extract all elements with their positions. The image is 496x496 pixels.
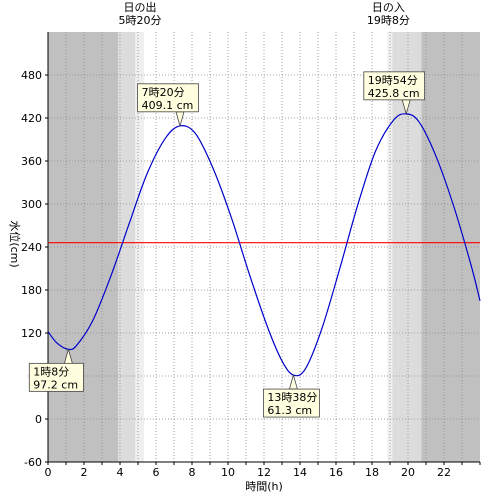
y-tick-label: 240 [21,241,42,254]
annotation-box [363,71,425,101]
x-tick-label: 0 [45,466,52,479]
sun-label-time-0: 5時20分 [118,14,161,27]
annotation-box [262,388,320,418]
x-tick-label: 4 [117,466,124,479]
x-tick-label: 22 [437,466,451,479]
annotation-time: 13時38分 [267,391,317,404]
annotation-value: 425.8 cm [368,87,420,100]
y-tick-label: -60 [24,456,42,469]
annotation-time: 7時20分 [142,86,185,99]
x-tick-label: 20 [401,466,415,479]
y-tick-label: 360 [21,155,42,168]
x-tick-label: 14 [293,466,307,479]
y-tick-label: 180 [21,284,42,297]
series [47,113,481,377]
annotation-time: 1時8分 [33,365,69,378]
y-tick-label: 420 [21,112,42,125]
annotation-value: 409.1 cm [142,99,194,112]
x-tick-label: 2 [81,466,88,479]
annotation-value: 97.2 cm [33,378,78,391]
y-axis-label: 水位(cm) [8,220,22,267]
sun-label-title-1: 日の入 [372,1,405,14]
annotation-time: 19時54分 [368,74,418,87]
shaded-region-3 [387,32,393,462]
tide-series-line-0 [47,113,481,377]
x-tick-label: 8 [189,466,196,479]
y-tick-label: 300 [21,198,42,211]
x-tick-label: 18 [365,466,379,479]
shaded-region-2 [135,32,144,462]
sun-label-title-0: 日の出 [123,0,156,14]
annotation-box [137,83,199,113]
y-tick-label: 0 [35,413,42,426]
y-tick-label: 120 [21,327,42,340]
shaded-region-0 [48,32,119,462]
x-tick-label: 6 [153,466,160,479]
annotation-box [28,362,84,392]
x-tick-label: 16 [329,466,343,479]
annotation-value: 61.3 cm [267,404,312,417]
sun-label-time-1: 19時8分 [367,14,410,27]
y-tick-label: 480 [21,69,42,82]
x-axis-label: 時間(h) [245,480,283,493]
x-tick-label: 12 [257,466,271,479]
x-tick-label: 10 [221,466,235,479]
